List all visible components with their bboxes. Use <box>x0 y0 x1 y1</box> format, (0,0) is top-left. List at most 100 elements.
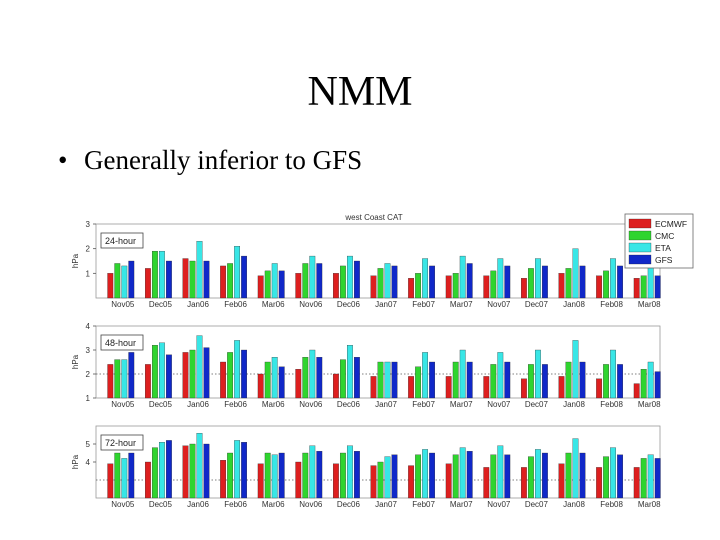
bar-eta <box>459 255 466 299</box>
x-tick-label: Dec05 <box>149 300 173 309</box>
bar-cmc <box>640 369 647 399</box>
bar-gfs <box>316 451 323 499</box>
x-tick-label: Jan06 <box>187 500 209 509</box>
bar-gfs <box>391 361 398 399</box>
legend-swatch-ecmwf <box>628 218 652 229</box>
bar-eta <box>346 445 353 499</box>
x-tick-label: Nov07 <box>487 300 511 309</box>
y-tick-label: 2 <box>86 370 91 379</box>
bar-ecmwf <box>220 361 227 399</box>
bar-cmc <box>415 273 422 299</box>
bar-eta <box>196 433 203 499</box>
bar-ecmwf <box>558 273 565 299</box>
bar-eta <box>234 340 241 399</box>
bar-ecmwf <box>295 461 302 499</box>
bar-eta <box>309 445 316 499</box>
bar-gfs <box>617 364 623 399</box>
x-tick-label: Jan07 <box>375 500 397 509</box>
x-tick-label: Mar08 <box>638 300 661 309</box>
bar-gfs <box>542 364 548 399</box>
bar-ecmwf <box>182 258 189 299</box>
x-tick-label: Mar07 <box>450 500 473 509</box>
bar-gfs <box>353 451 360 499</box>
bar-gfs <box>617 265 623 299</box>
bar-cmc <box>565 268 572 299</box>
bar-gfs <box>504 454 511 499</box>
y-tick-label: 5 <box>86 440 91 449</box>
bar-gfs <box>617 454 623 499</box>
x-tick-label: Mar08 <box>638 400 661 409</box>
x-tick-label: Feb08 <box>600 300 623 309</box>
x-tick-label: Nov06 <box>299 300 323 309</box>
bar-gfs <box>654 275 661 299</box>
bar-cmc <box>227 263 234 299</box>
bar-cmc <box>565 452 572 499</box>
x-tick-label: Dec07 <box>525 400 549 409</box>
bullet-text: Generally inferior to GFS <box>84 145 363 175</box>
bar-eta <box>309 349 316 399</box>
bar-ecmwf <box>408 278 415 299</box>
y-tick-label: 2 <box>86 245 91 254</box>
bar-ecmwf <box>633 383 640 399</box>
y-axis-label: hPa <box>71 253 80 268</box>
bar-gfs <box>429 361 436 399</box>
bar-eta <box>158 342 165 399</box>
bar-cmc <box>189 443 196 499</box>
bar-gfs <box>278 452 285 499</box>
bar-cmc <box>415 454 422 499</box>
x-tick-label: Mar06 <box>262 400 285 409</box>
bar-cmc <box>640 458 647 499</box>
y-tick-label: 1 <box>86 269 91 278</box>
bar-eta <box>121 359 128 399</box>
y-tick-label: 3 <box>86 346 91 355</box>
bar-gfs <box>203 443 210 499</box>
bar-gfs <box>316 357 323 399</box>
bar-cmc <box>377 461 384 499</box>
bar-gfs <box>504 265 511 299</box>
bar-cmc <box>490 270 497 299</box>
bar-eta <box>384 456 391 499</box>
x-tick-label: Jan06 <box>187 300 209 309</box>
bar-gfs <box>654 371 661 399</box>
bar-eta <box>271 357 278 399</box>
bar-eta <box>271 454 278 499</box>
bar-eta <box>309 255 316 299</box>
bar-eta <box>158 442 165 499</box>
bar-ecmwf <box>521 378 527 399</box>
bar-ecmwf <box>257 275 264 299</box>
bar-eta <box>384 263 391 299</box>
bar-cmc <box>339 452 346 499</box>
bar-cmc <box>640 275 647 299</box>
bar-gfs <box>203 260 210 299</box>
x-tick-label: Feb08 <box>600 400 623 409</box>
bar-cmc <box>114 359 121 399</box>
slide-title: NMM <box>307 69 413 115</box>
bar-eta <box>610 447 616 499</box>
x-tick-label: Nov05 <box>111 500 135 509</box>
bar-gfs <box>466 361 473 399</box>
bar-gfs <box>278 270 285 299</box>
legend-label-eta: ETA <box>655 243 671 253</box>
x-tick-label: Nov05 <box>111 300 135 309</box>
bar-cmc <box>415 366 422 399</box>
bullet-marker: • <box>58 145 68 175</box>
x-tick-label: Jan07 <box>375 300 397 309</box>
bar-gfs <box>542 452 548 499</box>
bar-gfs <box>542 265 548 299</box>
x-tick-label: Dec07 <box>525 300 549 309</box>
bar-gfs <box>165 440 172 499</box>
bar-gfs <box>128 352 135 399</box>
bar-eta <box>346 345 353 399</box>
bar-ecmwf <box>144 364 151 399</box>
bar-ecmwf <box>257 463 264 499</box>
legend-swatch-gfs <box>628 254 652 265</box>
y-tick-label: 4 <box>86 458 91 467</box>
bar-cmc <box>603 364 609 399</box>
bar-gfs <box>353 357 360 399</box>
bar-cmc <box>302 263 309 299</box>
panel-label: 24-hour <box>105 236 136 246</box>
x-tick-label: Jan08 <box>563 400 585 409</box>
x-tick-label: Feb07 <box>412 300 435 309</box>
bar-eta <box>535 258 541 299</box>
bar-gfs <box>241 349 248 399</box>
